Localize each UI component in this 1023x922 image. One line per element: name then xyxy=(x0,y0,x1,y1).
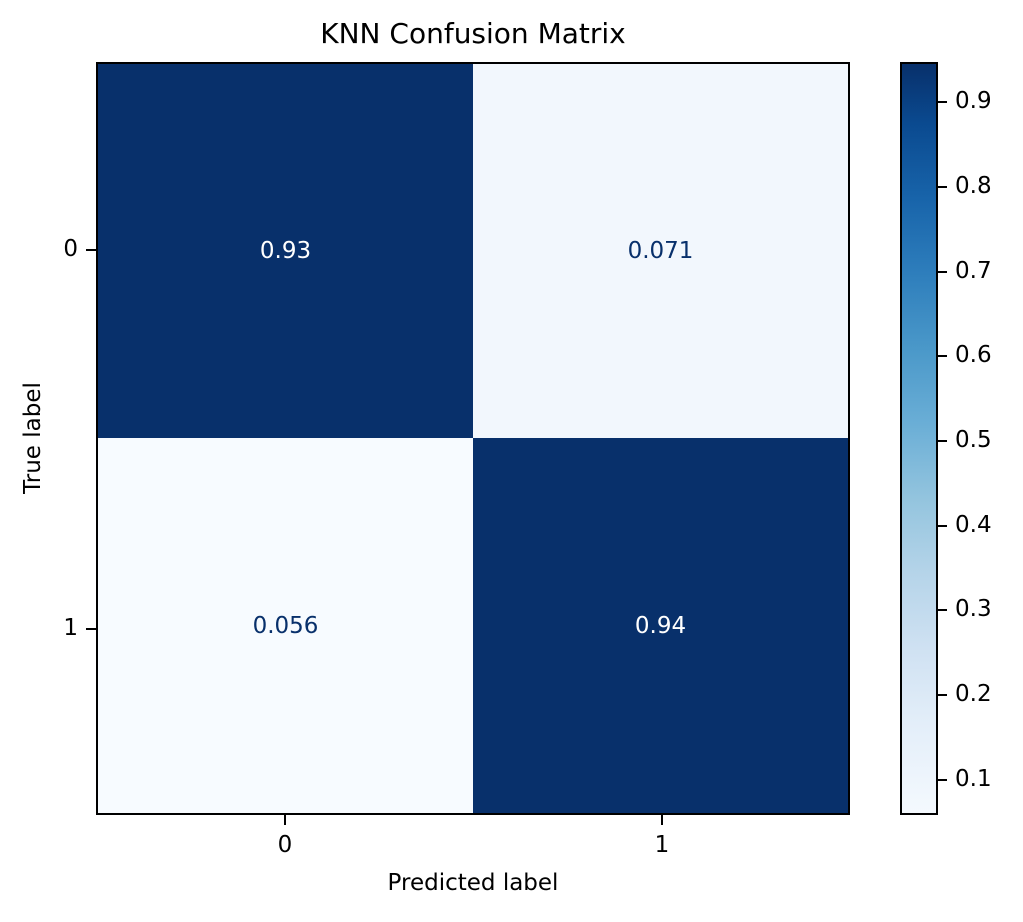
colorbar-tick-0.3 xyxy=(938,609,947,611)
colorbar-label-0.2: 0.2 xyxy=(955,681,992,707)
cell-1-0: 0.056 xyxy=(98,438,473,813)
cell-0-0: 0.93 xyxy=(98,64,473,438)
cell-value: 0.94 xyxy=(634,612,687,639)
chart-title: KNN Confusion Matrix xyxy=(320,17,626,50)
colorbar xyxy=(900,62,938,815)
colorbar-tick-0.9 xyxy=(938,101,947,103)
cell-value: 0.056 xyxy=(252,612,319,639)
colorbar-label-0.9: 0.9 xyxy=(955,88,992,114)
cell-value: 0.071 xyxy=(627,238,694,264)
x-tick-mark-0 xyxy=(284,815,286,825)
cell-0-1: 0.071 xyxy=(473,64,848,438)
colorbar-label-0.5: 0.5 xyxy=(955,427,992,453)
y-axis-label: True label xyxy=(20,382,46,494)
confusion-matrix-plot: 0.93 0.071 0.056 0.94 xyxy=(96,62,850,815)
colorbar-label-0.6: 0.6 xyxy=(955,342,992,368)
colorbar-tick-0.1 xyxy=(938,779,947,781)
x-axis-label: Predicted label xyxy=(387,870,559,896)
colorbar-label-0.1: 0.1 xyxy=(955,766,992,792)
colorbar-tick-0.7 xyxy=(938,271,947,273)
colorbar-tick-0.5 xyxy=(938,440,947,442)
y-tick-label-0: 0 xyxy=(63,236,78,262)
colorbar-label-0.7: 0.7 xyxy=(955,258,992,284)
colorbar-label-0.3: 0.3 xyxy=(955,596,992,622)
y-tick-mark-1 xyxy=(86,628,96,630)
x-tick-label-1: 1 xyxy=(654,832,670,858)
colorbar-tick-0.2 xyxy=(938,694,947,696)
y-tick-label-1: 1 xyxy=(63,615,78,641)
y-tick-mark-0 xyxy=(86,249,96,251)
x-tick-mark-1 xyxy=(661,815,663,825)
cell-value: 0.93 xyxy=(259,238,312,264)
colorbar-tick-0.8 xyxy=(938,186,947,188)
colorbar-label-0.8: 0.8 xyxy=(955,173,992,199)
colorbar-label-0.4: 0.4 xyxy=(955,512,992,538)
colorbar-tick-0.4 xyxy=(938,525,947,527)
x-tick-label-0: 0 xyxy=(277,832,293,858)
colorbar-tick-0.6 xyxy=(938,355,947,357)
cell-1-1: 0.94 xyxy=(473,438,848,813)
